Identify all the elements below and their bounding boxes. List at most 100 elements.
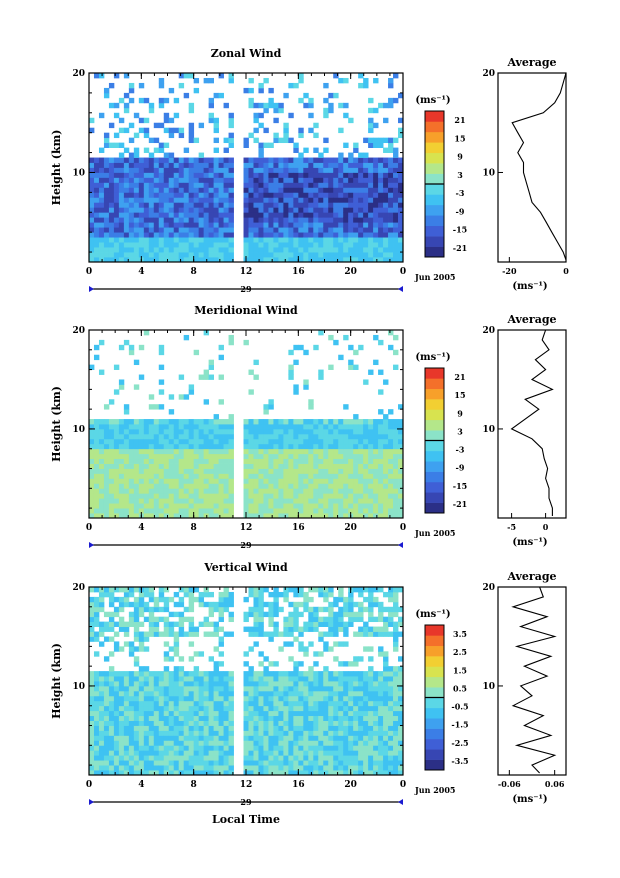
meridional-heatmap-cell [169,459,174,464]
zonal-heatmap-cell [303,168,308,173]
meridional-heatmap-cell [184,429,189,434]
vertical-heatmap-cell [313,617,318,622]
vertical-heatmap-cell [114,716,119,721]
vertical-heatmap-cell [174,765,179,770]
vertical-heatmap-cell [298,721,303,726]
zonal-heatmap-cell [308,247,313,252]
zonal-heatmap-cell [253,158,258,163]
vertical-heatmap-cell [293,750,298,755]
vertical-heatmap-cell [313,607,318,612]
meridional-heatmap-cell [358,424,363,429]
meridional-heatmap-cell [104,419,109,424]
meridional-heatmap-cell [288,478,293,483]
zonal-heatmap-cell [94,192,99,197]
zonal-heatmap-cell [199,247,204,252]
meridional-heatmap-cell [258,449,263,454]
zonal-heatmap-cell [253,247,258,252]
vertical-heatmap-cell [164,627,169,632]
zonal-heatmap-cell [283,197,288,202]
vertical-heatmap-cell [353,671,358,676]
vertical-heatmap-cell [94,612,99,617]
meridional-heatmap-cell [283,508,288,513]
meridional-heatmap-cell [338,478,343,483]
zonal-heatmap-cell [199,192,204,197]
vertical-heatmap-cell [159,711,164,716]
meridional-heatmap-cell [114,478,119,483]
zonal-heatmap-cell [154,227,159,232]
meridional-heatmap-cell [388,478,393,483]
meridional-heatmap-cell [149,429,154,434]
meridional-heatmap-cell [288,370,293,375]
zonal-colorbar-swatch [425,215,444,226]
vertical-heatmap-cell [224,602,229,607]
vertical-heatmap-cell [194,587,199,592]
meridional-heatmap-cell [388,345,393,350]
meridional-heatmap-cell [194,483,199,488]
vertical-heatmap-cell [328,765,333,770]
vertical-heatmap-cell [229,597,234,602]
vertical-heatmap-cell [373,701,378,706]
zonal-heatmap-cell [144,118,149,123]
vertical-heatmap-cell [194,696,199,701]
meridional-heatmap-cell [169,469,174,474]
meridional-heatmap-cell [179,483,184,488]
meridional-heatmap-cell [288,444,293,449]
zonal-heatmap-cell [273,252,278,257]
vertical-heatmap-cell [149,750,154,755]
meridional-heatmap-cell [89,434,94,439]
vertical-heatmap-cell [373,735,378,740]
vertical-heatmap-cell [328,750,333,755]
meridional-heatmap-cell [114,449,119,454]
meridional-heatmap-cell [263,449,268,454]
vertical-heatmap-cell [318,745,323,750]
zonal-heatmap-cell [263,247,268,252]
vertical-heatmap-cell [104,716,109,721]
zonal-heatmap-cell [184,163,189,168]
vertical-heatmap-cell [338,612,343,617]
zonal-heatmap-cell [179,187,184,192]
vertical-heatmap-cell [174,602,179,607]
vertical-heatmap-cell [94,686,99,691]
vertical-heatmap-cell [298,691,303,696]
zonal-heatmap-cell [89,202,94,207]
vertical-heatmap-cell [268,706,273,711]
zonal-heatmap-cell [273,168,278,173]
meridional-heatmap-cell [273,454,278,459]
vertical-heatmap-cell [263,716,268,721]
zonal-heatmap-cell [214,168,219,173]
zonal-heatmap-cell [219,172,224,177]
zonal-heatmap-cell [109,207,114,212]
vertical-heatmap-cell [179,765,184,770]
zonal-heatmap-cell [263,163,268,168]
vertical-heatmap-cell [353,730,358,735]
vertical-heatmap-cell [134,686,139,691]
vertical-heatmap-cell [99,681,104,686]
zonal-heatmap-cell [363,83,368,88]
vertical-heatmap-cell [104,592,109,597]
meridional-heatmap-cell [179,488,184,493]
zonal-heatmap-cell [119,237,124,242]
vertical-x-tick-label: 20 [344,780,357,790]
vertical-heatmap-cell [224,726,229,731]
meridional-heatmap-cell [363,419,368,424]
zonal-heatmap-cell [288,227,293,232]
zonal-heatmap-cell [393,163,398,168]
zonal-heatmap-cell [303,232,308,237]
vertical-heatmap-cell [179,701,184,706]
zonal-heatmap-cell [278,103,283,108]
meridional-heatmap-cell [303,449,308,454]
vertical-heatmap-cell [388,755,393,760]
vertical-heatmap-cell [124,632,129,637]
meridional-heatmap-cell [134,419,139,424]
meridional-heatmap-cell [104,473,109,478]
meridional-heatmap-cell [119,345,124,350]
vertical-heatmap-cell [318,760,323,765]
meridional-heatmap-cell [169,478,174,483]
vertical-heatmap-cell [199,676,204,681]
vertical-heatmap-cell [303,755,308,760]
vertical-heatmap-cell [318,730,323,735]
zonal-heatmap-cell [219,247,224,252]
zonal-heatmap-cell [129,202,134,207]
vertical-heatmap-cell [99,597,104,602]
zonal-heatmap-cell [298,158,303,163]
